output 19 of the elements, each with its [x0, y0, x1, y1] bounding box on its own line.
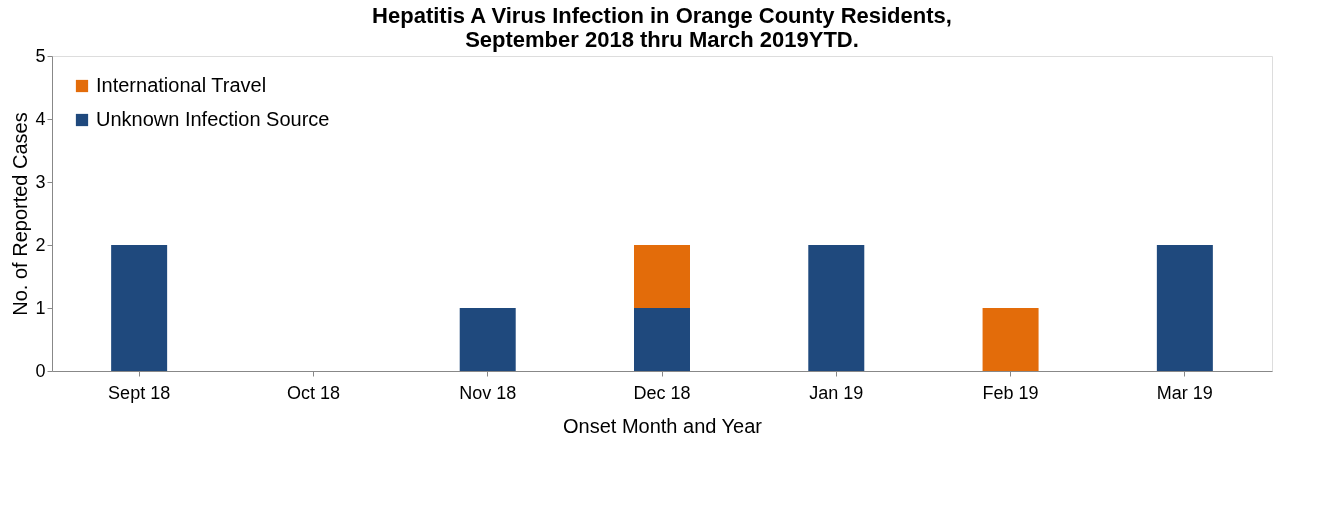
y-axis-title: No. of Reported Cases [9, 112, 32, 316]
legend-label: Unknown Infection Source [96, 108, 330, 130]
y-tick-label: 2 [35, 234, 46, 255]
x-axis-title: Onset Month and Year [562, 414, 763, 437]
text: September 2018 thru March 2019YTD. [465, 27, 859, 52]
y-tick-label: 5 [35, 45, 46, 66]
y-tick-label: 0 [35, 360, 46, 381]
y-tick-label: 1 [35, 297, 46, 318]
x-tick-label: Oct 18 [286, 382, 340, 403]
x-tick-label: Sept 18 [108, 382, 171, 403]
y-tick-label: 4 [35, 108, 46, 129]
x-tick-label: Nov 18 [459, 382, 517, 403]
x-tick-label: Feb 19 [982, 382, 1039, 403]
x-tick-label: Dec 18 [633, 382, 691, 403]
y-tick-label: 3 [35, 171, 46, 192]
x-tick-label: Jan 19 [809, 382, 864, 403]
x-tick-label: Mar 19 [1156, 382, 1213, 403]
legend-label: International Travel [96, 74, 267, 96]
text: Hepatitis A Virus Infection in Orange County Residents, [372, 3, 952, 28]
